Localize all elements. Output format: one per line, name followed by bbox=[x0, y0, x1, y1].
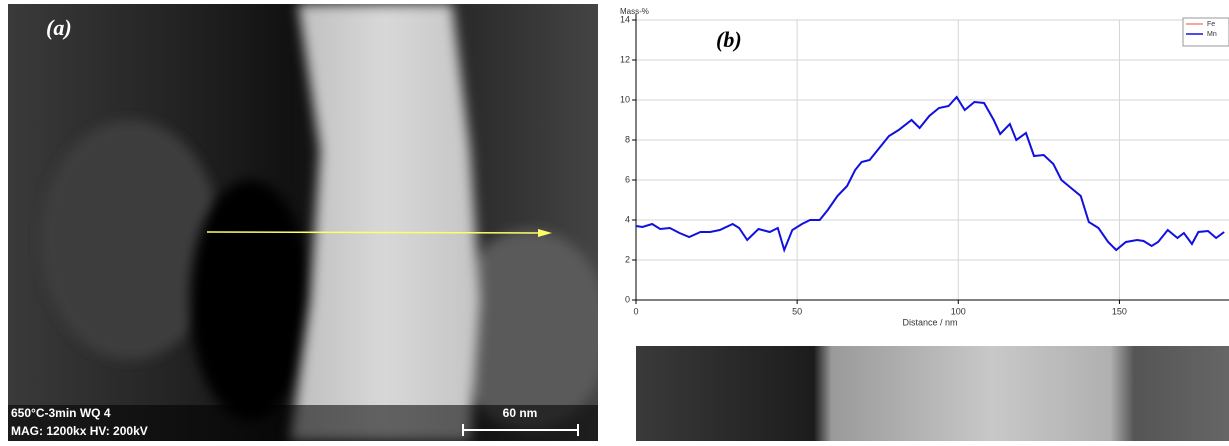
linescan-strip bbox=[636, 346, 1229, 441]
caption: 650°C-3min WQ 4 bbox=[11, 406, 111, 420]
y-axis-label: Mass-% bbox=[620, 7, 649, 16]
y-tick-label: 8 bbox=[625, 134, 630, 144]
legend-label: Fe bbox=[1207, 21, 1215, 28]
y-tick-label: 14 bbox=[620, 14, 630, 24]
y-tick-label: 12 bbox=[620, 54, 630, 64]
y-tick-label: 2 bbox=[625, 254, 630, 264]
y-tick-label: 6 bbox=[625, 174, 630, 184]
x-tick-label: 100 bbox=[951, 306, 966, 316]
data-line bbox=[635, 95, 1225, 254]
tem-image bbox=[8, 4, 598, 441]
x-axis-label: Distance / nm bbox=[902, 317, 957, 327]
y-tick-label: 4 bbox=[625, 214, 630, 224]
x-tick-label: 50 bbox=[792, 306, 802, 316]
x-tick-label: 150 bbox=[1112, 306, 1127, 316]
panel-label: (b) bbox=[716, 27, 742, 52]
y-tick-label: 10 bbox=[620, 94, 630, 104]
legend-label: Mn bbox=[1207, 31, 1217, 38]
scale-bar-label: 60 nm bbox=[503, 406, 538, 420]
y-tick-label: 0 bbox=[625, 294, 630, 304]
x-tick-label: 0 bbox=[633, 306, 638, 316]
legend-box bbox=[1182, 17, 1229, 47]
panel-label: (a) bbox=[46, 15, 72, 40]
caption: MAG: 1200kx HV: 200kV bbox=[11, 424, 148, 438]
